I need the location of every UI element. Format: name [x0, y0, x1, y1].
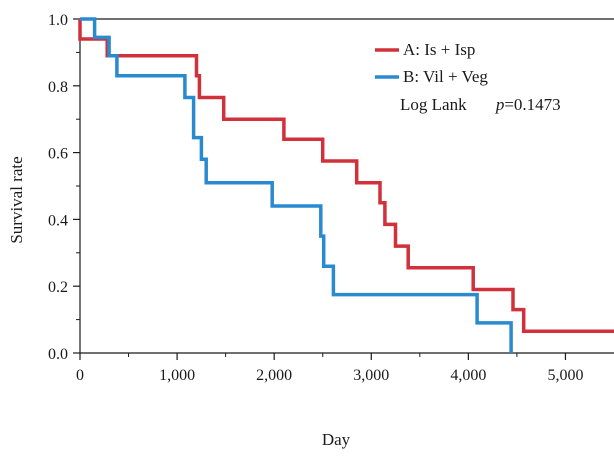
y-tick-label: 0.6 — [48, 146, 68, 163]
x-axis-label: Day — [322, 430, 351, 449]
y-tick-label: 0.8 — [48, 79, 68, 96]
log-rank-label: Log Lank — [400, 95, 467, 114]
y-tick-label: 0.0 — [48, 346, 68, 363]
y-axis-label: Survival rate — [7, 156, 26, 243]
log-rank-annotation: Log Lank p=0.1473 — [400, 95, 561, 114]
series-line-a — [78, 19, 614, 334]
p-symbol: p — [495, 95, 505, 114]
p-value: =0.1473 — [504, 95, 560, 114]
legend-label-a: A: Is + Isp — [403, 40, 475, 59]
y-tick-label: 0.4 — [48, 212, 68, 229]
legend-label-b: B: Vil + Veg — [403, 67, 488, 86]
series-layer — [78, 17, 614, 353]
x-tick-label: 3,000 — [353, 367, 389, 384]
x-tick-label: 0 — [76, 367, 84, 384]
y-tick-label: 0.2 — [48, 279, 68, 296]
x-tick-label: 2,000 — [256, 367, 292, 384]
x-tick-label: 4,000 — [450, 367, 486, 384]
plot-axes: 0 1,000 2,000 3,000 4,000 5,000 0.0 0.2 0.4 0.6 0.… — [48, 12, 614, 384]
x-tick-label: 1,000 — [159, 367, 195, 384]
series-line-b — [80, 17, 513, 353]
legend: A: Is + Isp B: Vil + Veg Log Lank p=0.14… — [375, 40, 561, 114]
y-tick-label: 1.0 — [48, 12, 68, 29]
x-tick-label: 5,000 — [547, 367, 583, 384]
